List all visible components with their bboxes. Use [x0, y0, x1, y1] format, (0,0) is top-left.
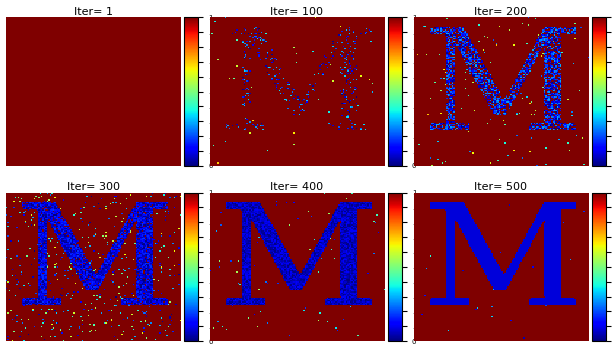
Title: Iter= 200: Iter= 200 — [474, 7, 528, 17]
Title: Iter= 100: Iter= 100 — [271, 7, 324, 17]
Title: Iter= 300: Iter= 300 — [67, 182, 120, 192]
Title: Iter= 1: Iter= 1 — [73, 7, 113, 17]
Title: Iter= 400: Iter= 400 — [271, 182, 324, 192]
Title: Iter= 500: Iter= 500 — [474, 182, 528, 192]
